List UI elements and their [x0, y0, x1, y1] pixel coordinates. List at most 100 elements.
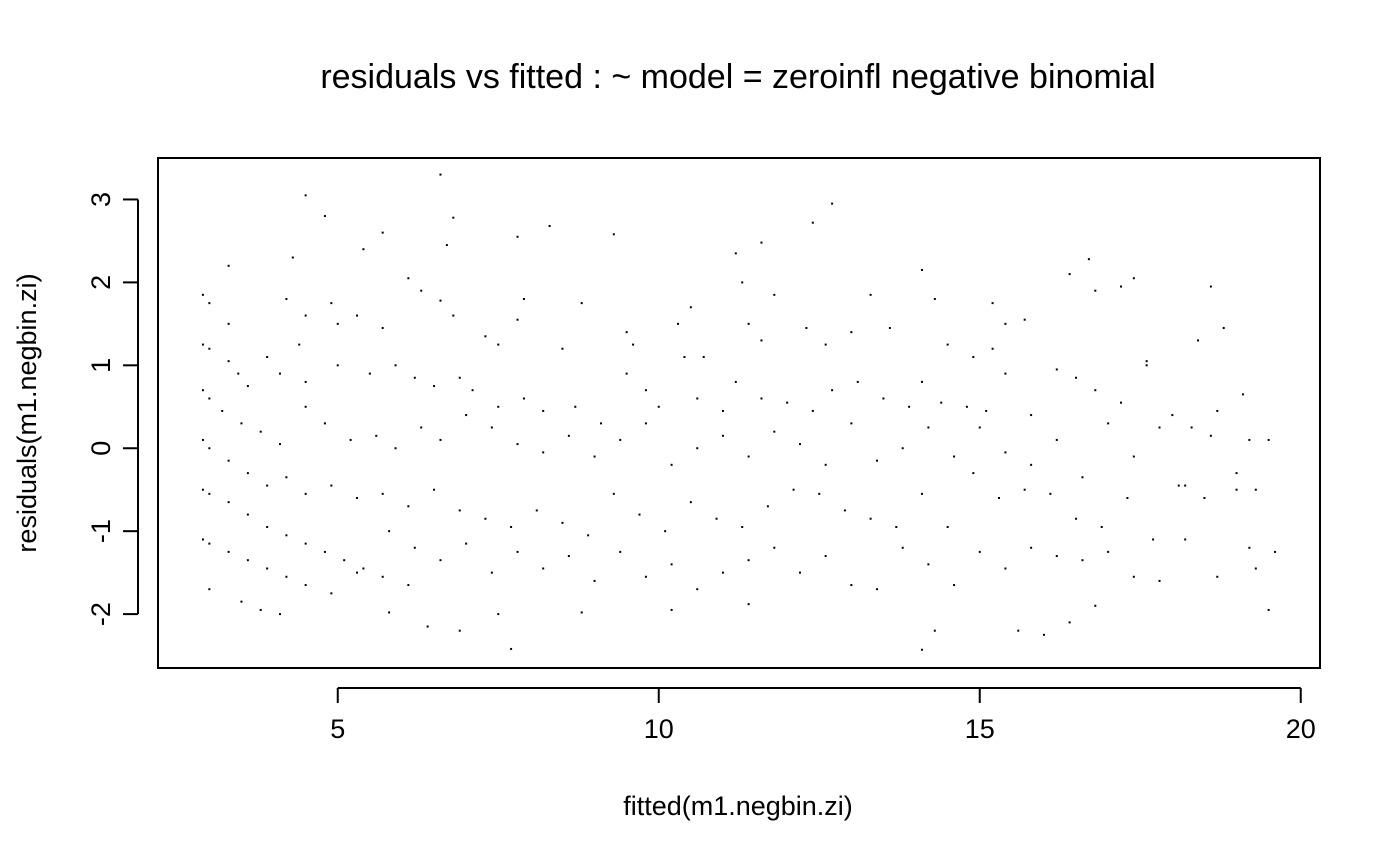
data-point [908, 405, 911, 408]
data-point [587, 534, 590, 537]
data-point [1068, 273, 1071, 276]
data-point [278, 372, 281, 375]
data-point [1119, 285, 1122, 288]
data-point [1094, 604, 1097, 607]
data-point [1132, 575, 1135, 578]
data-point [304, 194, 307, 197]
data-point [850, 422, 853, 425]
data-point [567, 555, 570, 558]
data-point [760, 397, 763, 400]
data-point [1235, 472, 1238, 475]
data-point [677, 322, 680, 325]
data-point [285, 476, 288, 479]
data-point [388, 611, 391, 614]
data-point [407, 584, 410, 587]
data-point [490, 426, 493, 429]
data-point [420, 426, 423, 429]
data-point [747, 322, 750, 325]
data-point [381, 492, 384, 495]
data-point [208, 542, 211, 545]
data-point [227, 264, 230, 267]
data-point [368, 372, 371, 375]
y-tick-label: 3 [86, 192, 116, 207]
data-point [747, 559, 750, 562]
data-point [1209, 434, 1212, 437]
data-point [946, 343, 949, 346]
data-point [972, 472, 975, 475]
data-point [561, 521, 564, 524]
data-point [208, 447, 211, 450]
data-point [978, 426, 981, 429]
data-point [831, 389, 834, 392]
data-point [407, 277, 410, 280]
data-point [1171, 414, 1174, 417]
data-point [201, 293, 204, 296]
data-point [850, 331, 853, 334]
data-point [1017, 629, 1020, 632]
data-points [201, 173, 1277, 651]
data-point [1087, 258, 1090, 261]
data-point [381, 231, 384, 234]
data-point [734, 380, 737, 383]
data-point [792, 488, 795, 491]
data-point [831, 202, 834, 205]
data-point [901, 447, 904, 450]
data-point [888, 327, 891, 329]
data-point [824, 463, 827, 466]
data-point [413, 546, 416, 549]
data-point [522, 397, 525, 400]
data-point [394, 447, 397, 450]
data-point [330, 302, 333, 305]
data-point [516, 550, 519, 553]
data-point [458, 376, 461, 379]
data-point [1132, 277, 1135, 280]
data-point [336, 364, 339, 367]
data-point [625, 372, 628, 375]
data-point [1094, 389, 1097, 392]
data-point [1145, 364, 1148, 367]
data-point [227, 459, 230, 462]
data-point [330, 484, 333, 487]
data-point [850, 584, 853, 587]
data-point [497, 343, 500, 346]
data-point [1216, 409, 1219, 412]
data-point [760, 241, 763, 244]
data-point [465, 414, 468, 417]
data-point [798, 571, 801, 574]
y-tick-label: 0 [86, 441, 116, 456]
data-point [1030, 414, 1033, 417]
data-point [542, 567, 545, 570]
data-point [811, 221, 814, 224]
data-point [484, 517, 487, 520]
data-point [920, 648, 923, 651]
data-point [323, 422, 326, 425]
data-point [702, 356, 705, 359]
data-point [304, 584, 307, 587]
data-point [953, 455, 956, 458]
data-point [869, 517, 872, 520]
data-point [1100, 526, 1103, 529]
data-point [901, 546, 904, 549]
data-point [1081, 476, 1084, 479]
data-point [278, 613, 281, 616]
data-point [593, 455, 596, 458]
data-point [940, 401, 943, 404]
data-point [1030, 463, 1033, 466]
data-point [1158, 579, 1161, 582]
data-point [278, 443, 281, 446]
data-point [876, 459, 879, 462]
data-point [1075, 517, 1078, 520]
data-point [304, 380, 307, 383]
data-point [1267, 608, 1270, 611]
data-point [985, 409, 988, 412]
data-point [1216, 575, 1219, 578]
data-point [336, 322, 339, 325]
data-point [439, 559, 442, 562]
y-tick-label: 1 [86, 358, 116, 373]
data-point [381, 575, 384, 578]
data-point [433, 385, 436, 388]
data-point [1184, 538, 1187, 541]
data-point [1132, 455, 1135, 458]
data-point [1190, 426, 1193, 429]
data-point [356, 571, 359, 574]
